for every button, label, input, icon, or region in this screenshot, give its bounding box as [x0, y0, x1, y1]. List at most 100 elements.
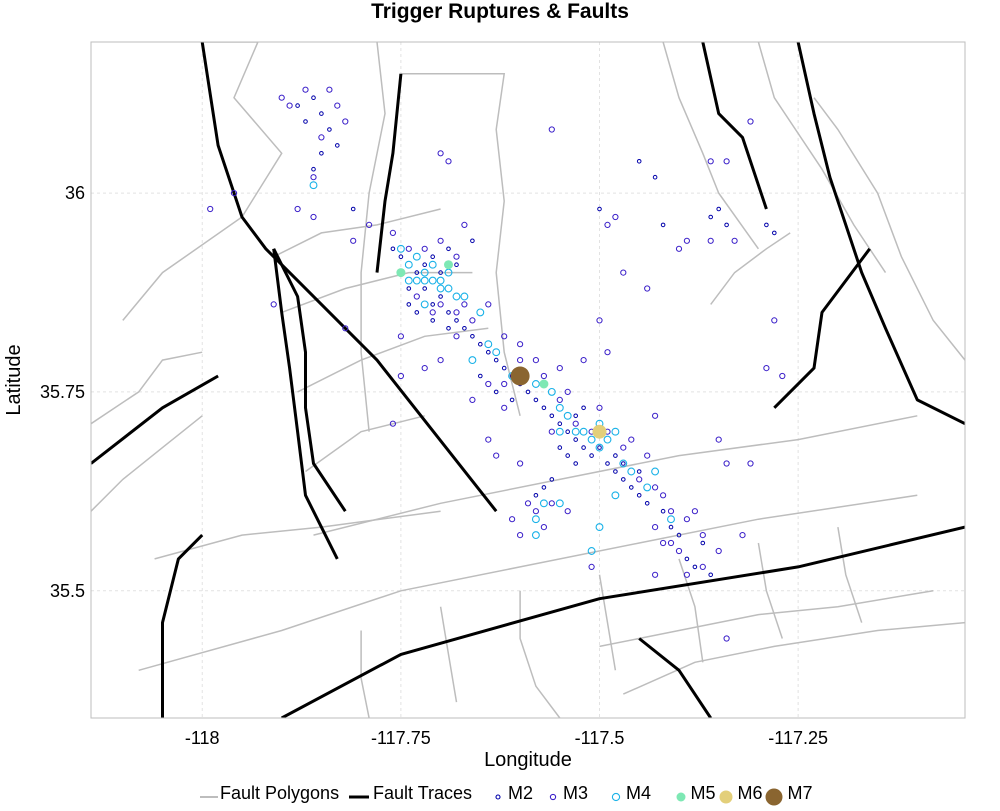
point-m3-106 — [517, 460, 524, 467]
legend-item-m3-swatch — [549, 793, 557, 801]
fault-polygon-13 — [599, 590, 934, 648]
point-m4-3 — [420, 268, 429, 277]
point-m3-90 — [707, 158, 714, 165]
point-m3-6 — [318, 134, 325, 141]
point-m3-73 — [771, 317, 778, 324]
fault-polygon-9 — [305, 415, 425, 473]
point-m3-47 — [548, 500, 555, 507]
point-m3-96 — [501, 380, 508, 388]
fault-polygon-7 — [281, 271, 473, 314]
point-m5-0 — [396, 268, 406, 278]
point-m4-38 — [531, 531, 540, 540]
point-m2-42 — [549, 477, 555, 482]
point-m2-40 — [636, 493, 642, 498]
y-axis-ticks: 35.5 35.75 36 — [40, 183, 85, 601]
point-m2-8 — [350, 206, 356, 212]
point-m3-55 — [389, 420, 396, 427]
x-tick-label-1: -117.75 — [371, 728, 431, 748]
point-m3-74 — [779, 372, 786, 380]
legend-item-m6-label: M6 — [738, 783, 763, 803]
point-m2-5 — [335, 143, 340, 148]
fault-trace-3 — [796, 42, 965, 426]
point-m3-79 — [652, 412, 659, 419]
fault-polygon-22 — [678, 558, 704, 663]
point-m2-61 — [438, 270, 443, 275]
point-m4-19 — [531, 380, 540, 388]
point-m2-7 — [311, 166, 316, 172]
point-m3-24 — [540, 372, 548, 380]
point-m3-65 — [596, 317, 603, 324]
point-m3-98 — [421, 365, 428, 372]
point-m3-46 — [564, 508, 571, 515]
legend-item-m5: M5 — [676, 783, 716, 803]
point-m2-28 — [541, 405, 547, 411]
point-m2-71 — [565, 453, 571, 458]
point-m4-14 — [476, 308, 485, 317]
point-m3-103 — [532, 508, 540, 515]
point-m2-29 — [549, 413, 555, 419]
legend-item-m2-swatch — [495, 794, 501, 800]
point-m3-9 — [389, 229, 396, 236]
point-m2-58 — [454, 262, 459, 268]
point-m3-85 — [540, 524, 548, 531]
point-m2-79 — [700, 540, 706, 546]
y-tick-label-1: 35.75 — [40, 382, 85, 402]
point-m3-43 — [683, 571, 691, 578]
point-m4-31 — [611, 491, 620, 500]
earthquake-points — [207, 86, 786, 642]
point-m2-45 — [573, 413, 579, 419]
point-m3-82 — [699, 563, 706, 571]
point-m3-76 — [747, 460, 754, 467]
point-m4-36 — [539, 499, 548, 508]
point-m3-40 — [683, 516, 691, 523]
point-m2-4 — [327, 127, 332, 132]
legend-item-m6-swatch — [719, 790, 733, 804]
point-m2-66 — [446, 326, 451, 331]
point-m3-88 — [588, 563, 595, 571]
legend-item-m7-label: M7 — [788, 783, 813, 803]
point-m3-34 — [628, 436, 635, 443]
point-m3-16 — [437, 301, 444, 308]
fault-trace-0 — [200, 42, 498, 513]
point-m3-8 — [350, 237, 357, 244]
legend-item-fault-polygons-label: Fault Polygons — [220, 783, 339, 803]
point-m4-22 — [563, 411, 572, 420]
point-m4-0 — [309, 181, 318, 190]
x-tick-label-3: -117.25 — [768, 728, 828, 748]
point-m2-38 — [621, 477, 626, 482]
point-m3-89 — [747, 118, 754, 125]
point-m3-56 — [366, 221, 373, 228]
point-m4-45 — [404, 260, 413, 269]
point-m3-29 — [572, 420, 579, 427]
point-m2-54 — [764, 222, 769, 228]
point-m3-31 — [596, 404, 603, 411]
point-m3-104 — [652, 524, 659, 531]
point-m2-2 — [303, 119, 308, 124]
point-m2-73 — [613, 453, 618, 458]
point-m3-67 — [620, 269, 627, 276]
x-tick-label-2: -117.5 — [575, 728, 625, 748]
point-m3-66 — [604, 349, 611, 356]
point-m2-20 — [478, 341, 483, 347]
series-m7 — [510, 366, 530, 386]
series-m6 — [592, 424, 607, 439]
point-m2-44 — [533, 493, 539, 498]
point-m2-65 — [430, 318, 436, 323]
point-m2-63 — [406, 302, 412, 307]
point-m3-42 — [699, 532, 706, 539]
fault-polygon-8 — [297, 327, 489, 393]
fault-trace-10 — [773, 247, 871, 409]
fault-polygon-16 — [91, 415, 203, 512]
point-m2-72 — [573, 461, 579, 466]
legend-item-m7-swatch — [765, 788, 783, 806]
point-m2-35 — [597, 445, 602, 450]
point-m3-59 — [207, 205, 214, 213]
point-m3-35 — [644, 452, 651, 459]
point-m2-22 — [493, 357, 499, 363]
fault-polygon-18 — [519, 590, 561, 718]
legend-item-m5-swatch — [676, 792, 686, 802]
point-m2-43 — [541, 485, 547, 490]
point-m3-78 — [715, 436, 722, 443]
point-m4-7 — [444, 284, 453, 293]
point-m3-10 — [405, 245, 412, 252]
